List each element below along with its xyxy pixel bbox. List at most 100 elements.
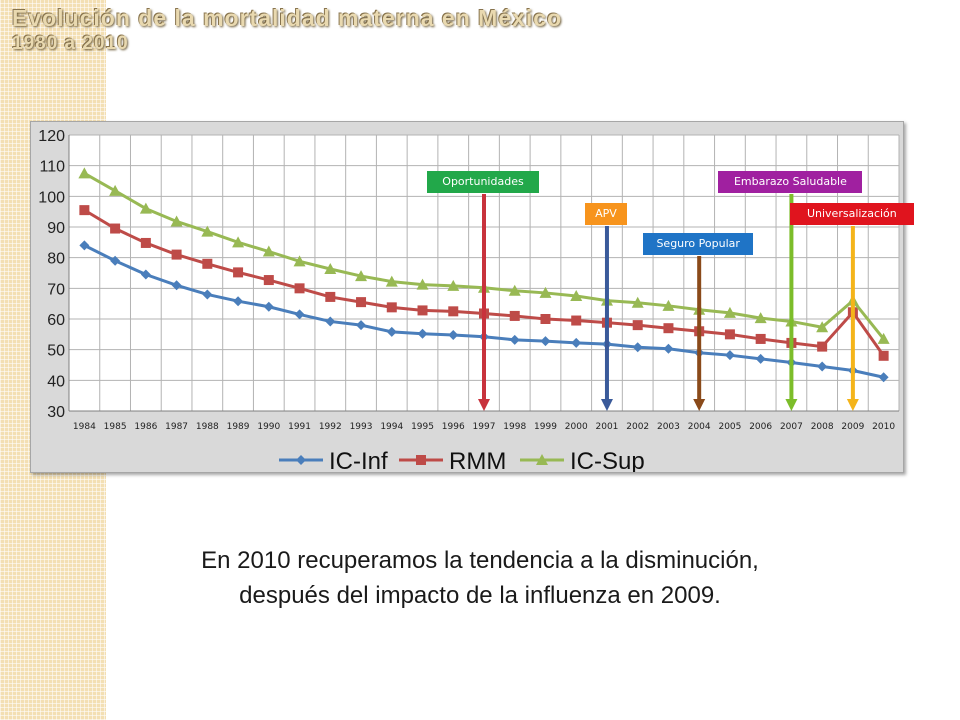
data-point-ic-inf <box>632 342 643 353</box>
x-tick-label: 2005 <box>718 422 741 432</box>
x-tick-label: 2002 <box>626 422 649 432</box>
data-point-ic-inf <box>325 316 336 327</box>
data-point-rmm <box>571 315 582 326</box>
data-point-ic-inf <box>755 353 766 364</box>
x-tick-label: 2010 <box>872 422 895 432</box>
legend-marker <box>536 454 548 465</box>
slide-title-years: 1980 a 2010 <box>12 33 129 54</box>
program-arrow-head <box>785 399 798 411</box>
data-point-ic-inf <box>110 255 121 266</box>
y-tick-label: 80 <box>47 251 65 268</box>
data-point-rmm <box>540 314 551 324</box>
data-point-ic-inf <box>571 337 582 348</box>
data-point-ic-inf <box>663 343 674 354</box>
data-point-rmm <box>110 223 121 234</box>
data-point-rmm <box>755 333 766 344</box>
x-tick-label: 2000 <box>565 422 588 432</box>
program-arrow-head <box>846 399 859 411</box>
data-point-rmm <box>724 329 735 340</box>
x-tick-label: 1989 <box>227 422 250 432</box>
x-tick-label: 2009 <box>841 422 864 432</box>
program-label-1: APV <box>584 203 627 225</box>
y-tick-label: 90 <box>47 220 65 237</box>
data-point-ic-inf <box>540 336 551 347</box>
x-tick-label: 2008 <box>811 422 834 432</box>
caption-line-2: después del impacto de la influenza en 2… <box>239 582 721 609</box>
data-point-rmm <box>632 320 643 331</box>
x-tick-label: 1993 <box>350 422 373 432</box>
slide-caption: En 2010 recuperamos la tendencia a la di… <box>110 543 850 613</box>
x-tick-label: 2003 <box>657 422 680 432</box>
data-point-ic-sup <box>232 236 245 248</box>
legend-marker <box>416 455 426 465</box>
data-point-ic-sup <box>508 284 521 296</box>
data-point-ic-sup <box>816 321 829 333</box>
program-arrow-head <box>478 399 490 411</box>
data-point-ic-sup <box>631 296 644 308</box>
x-tick-label: 1984 <box>73 422 96 432</box>
x-tick-label: 1995 <box>411 422 434 432</box>
x-tick-label: 1991 <box>288 422 311 432</box>
data-point-rmm <box>79 205 90 216</box>
data-point-rmm <box>417 305 428 316</box>
data-point-ic-sup <box>201 225 214 237</box>
x-tick-label: 1999 <box>534 422 557 432</box>
program-arrow-head <box>600 399 613 411</box>
data-point-rmm <box>171 249 182 260</box>
data-point-ic-sup <box>416 278 429 290</box>
data-point-rmm <box>386 302 397 313</box>
data-point-ic-inf <box>79 240 90 251</box>
data-point-ic-inf <box>878 372 889 383</box>
y-tick-label: 50 <box>47 343 65 360</box>
x-tick-label: 1985 <box>104 422 127 432</box>
program-arrow-head <box>693 399 706 411</box>
data-point-ic-sup <box>78 167 91 179</box>
data-point-ic-inf <box>202 289 213 300</box>
y-tick-label: 120 <box>38 128 65 145</box>
data-point-ic-inf <box>386 326 397 337</box>
data-point-ic-sup <box>355 270 368 282</box>
data-point-rmm <box>817 341 828 352</box>
data-point-ic-sup <box>570 290 583 301</box>
x-tick-label: 1998 <box>503 422 526 432</box>
legend-label: IC-Inf <box>329 448 388 472</box>
data-point-ic-inf <box>294 309 305 320</box>
data-point-rmm <box>663 323 674 334</box>
x-tick-label: 1987 <box>165 422 188 432</box>
data-point-ic-inf <box>356 320 367 331</box>
data-point-ic-sup <box>109 184 122 196</box>
program-label-2: Seguro Popular <box>643 233 754 255</box>
data-point-ic-inf <box>724 350 735 361</box>
data-point-rmm <box>448 306 459 317</box>
legend-label: RMM <box>449 448 506 472</box>
y-tick-label: 70 <box>47 281 65 298</box>
data-point-ic-sup <box>262 245 275 257</box>
data-point-ic-sup <box>385 275 398 287</box>
data-point-rmm <box>325 291 336 302</box>
data-point-ic-inf <box>171 280 182 291</box>
x-tick-label: 1986 <box>134 422 157 432</box>
x-tick-label: 1997 <box>473 422 496 432</box>
data-point-ic-sup <box>170 215 183 227</box>
y-tick-label: 60 <box>47 312 65 329</box>
data-point-ic-inf <box>817 361 828 372</box>
data-point-ic-inf <box>233 296 244 307</box>
slide-title: Evolución de la mortalidad materna en Mé… <box>12 6 572 55</box>
data-point-ic-inf <box>263 301 274 312</box>
data-point-rmm <box>878 350 889 361</box>
data-point-ic-sup <box>293 255 306 267</box>
data-point-rmm <box>356 297 367 308</box>
data-point-ic-inf <box>448 329 459 340</box>
data-point-ic-sup <box>877 332 890 344</box>
y-tick-label: 40 <box>47 373 65 390</box>
legend-marker <box>296 455 306 465</box>
x-tick-label: 2006 <box>749 422 772 432</box>
data-point-ic-inf <box>140 269 151 280</box>
data-point-rmm <box>294 283 305 294</box>
data-point-ic-sup <box>447 279 460 291</box>
data-point-rmm <box>233 267 244 278</box>
program-label-0: Oportunidades <box>427 171 539 193</box>
slide-title-main: Evolución de la mortalidad materna en Mé… <box>12 5 563 31</box>
program-label-4: Universalización <box>789 203 914 225</box>
x-tick-label: 2007 <box>780 422 803 432</box>
